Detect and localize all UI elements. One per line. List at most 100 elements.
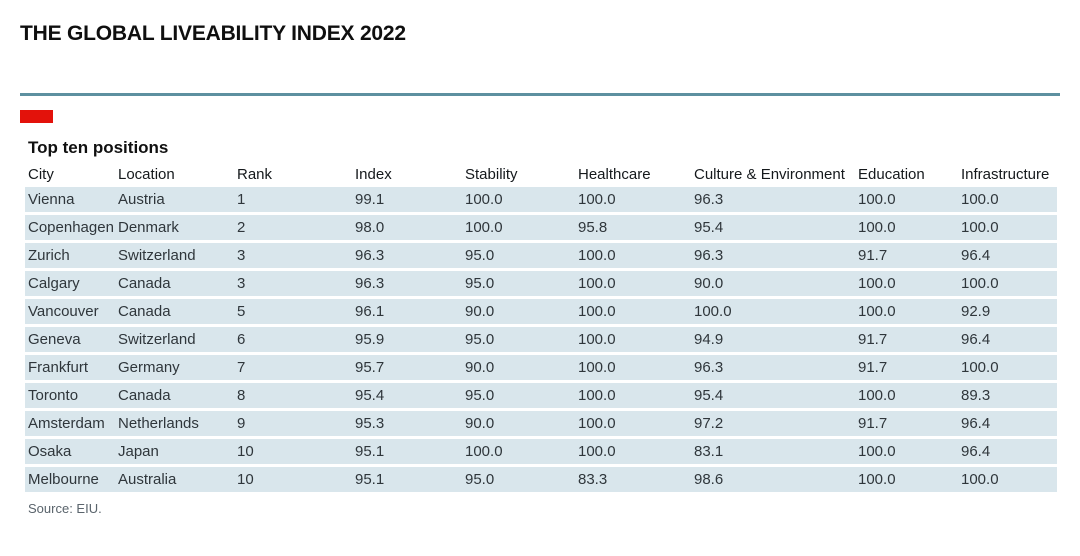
table-row: Osaka Japan 10 95.1 100.0 100.0 83.1 100.0 96.4 [25,439,1057,464]
table-row: Frankfurt Germany 7 95.7 90.0 100.0 96.3 91.7 10… [25,355,1057,380]
table-cell-city: Osaka [25,439,115,464]
table-cell-city: Copenhagen [25,215,115,240]
table-cell-rank: 7 [234,355,352,380]
table-cell-healthcare: 100.0 [575,327,691,352]
column-header-infrastructure: Infrastructure [958,164,1057,184]
table-cell-education: 91.7 [855,355,958,380]
table-cell-infrastructure: 96.4 [958,411,1057,436]
table-cell-infrastructure: 96.4 [958,439,1057,464]
table-cell-location: Switzerland [115,327,234,352]
table-cell-rank: 6 [234,327,352,352]
table-cell-culture-environment: 97.2 [691,411,855,436]
table-cell-education: 100.0 [855,383,958,408]
table-cell-healthcare: 100.0 [575,439,691,464]
table-cell-stability: 95.0 [462,327,575,352]
table-cell-stability: 90.0 [462,411,575,436]
table-row: Melbourne Australia 10 95.1 95.0 83.3 98.6 100.… [25,467,1057,492]
table-cell-stability: 100.0 [462,439,575,464]
table-cell-rank: 1 [234,187,352,212]
table-subtitle: Top ten positions [28,138,169,157]
table-cell-city: Calgary [25,271,115,296]
table-cell-infrastructure: 100.0 [958,271,1057,296]
table-cell-healthcare: 100.0 [575,243,691,268]
table-cell-stability: 100.0 [462,187,575,212]
table-cell-culture-environment: 94.9 [691,327,855,352]
table-header-row: City Location Rank Index Stability Healthcare… [25,164,1057,184]
table-cell-location: Netherlands [115,411,234,436]
table-cell-city: Melbourne [25,467,115,492]
table-cell-culture-environment: 96.3 [691,243,855,268]
column-header-index: Index [352,164,462,184]
table-row: Copenhagen Denmark 2 98.0 100.0 95.8 95.4 100.0… [25,215,1057,240]
table-cell-education: 91.7 [855,243,958,268]
table-cell-location: Denmark [115,215,234,240]
table-cell-education: 100.0 [855,187,958,212]
table-cell-index: 98.0 [352,215,462,240]
page-title: THE GLOBAL LIVEABILITY INDEX 2022 [20,22,406,45]
table-row: Vancouver Canada 5 96.1 90.0 100.0 100.0 100.0 9… [25,299,1057,324]
table-cell-infrastructure: 100.0 [958,467,1057,492]
table-cell-stability: 90.0 [462,299,575,324]
table-cell-culture-environment: 96.3 [691,187,855,212]
table-cell-education: 91.7 [855,327,958,352]
table-row: Amsterdam Netherlands 9 95.3 90.0 100.0 97.2 91… [25,411,1057,436]
table-cell-index: 95.9 [352,327,462,352]
table-cell-location: Canada [115,299,234,324]
table-cell-rank: 2 [234,215,352,240]
table-cell-infrastructure: 92.9 [958,299,1057,324]
table-cell-index: 96.3 [352,243,462,268]
table-cell-location: Australia [115,467,234,492]
title-rule-divider [20,93,1060,96]
table-cell-stability: 95.0 [462,383,575,408]
table-cell-stability: 90.0 [462,355,575,380]
red-accent-tag-icon [20,110,53,123]
table-cell-stability: 95.0 [462,243,575,268]
table-cell-index: 95.4 [352,383,462,408]
liveability-table: City Location Rank Index Stability Healthcare… [25,161,1057,495]
table-cell-city: Vienna [25,187,115,212]
table-cell-index: 96.3 [352,271,462,296]
table-cell-city: Geneva [25,327,115,352]
table-cell-index: 95.7 [352,355,462,380]
table-cell-location: Germany [115,355,234,380]
table-cell-infrastructure: 89.3 [958,383,1057,408]
table-row: Toronto Canada 8 95.4 95.0 100.0 95.4 100.0 89.3 [25,383,1057,408]
table-cell-location: Japan [115,439,234,464]
table-cell-rank: 10 [234,439,352,464]
table-cell-city: Amsterdam [25,411,115,436]
column-header-stability: Stability [462,164,575,184]
column-header-culture-environment: Culture & Environment [691,164,855,184]
table-body: Vienna Austria 1 99.1 100.0 100.0 96.3 100.0 100… [25,187,1057,492]
table-cell-healthcare: 100.0 [575,411,691,436]
table-header-row: City Location Rank Index Stability Healthcare… [25,164,1057,184]
table-cell-culture-environment: 98.6 [691,467,855,492]
table-cell-infrastructure: 100.0 [958,215,1057,240]
table-cell-healthcare: 100.0 [575,271,691,296]
table-row: Calgary Canada 3 96.3 95.0 100.0 90.0 100.0 100.… [25,271,1057,296]
table-cell-infrastructure: 96.4 [958,327,1057,352]
table-cell-education: 100.0 [855,467,958,492]
table-cell-rank: 8 [234,383,352,408]
table-cell-healthcare: 83.3 [575,467,691,492]
source-note: Source: EIU. [28,501,102,516]
table-cell-education: 91.7 [855,411,958,436]
table-cell-healthcare: 100.0 [575,355,691,380]
table-cell-location: Austria [115,187,234,212]
table-cell-infrastructure: 96.4 [958,243,1057,268]
table-cell-city: Vancouver [25,299,115,324]
table-cell-rank: 9 [234,411,352,436]
table-cell-healthcare: 100.0 [575,383,691,408]
table-cell-location: Canada [115,271,234,296]
table-cell-location: Canada [115,383,234,408]
table-cell-healthcare: 100.0 [575,299,691,324]
table-cell-stability: 100.0 [462,215,575,240]
column-header-location: Location [115,164,234,184]
table-row: Zurich Switzerland 3 96.3 95.0 100.0 96.3 91.7 9… [25,243,1057,268]
table-cell-education: 100.0 [855,299,958,324]
table-cell-city: Toronto [25,383,115,408]
column-header-city: City [25,164,115,184]
table-cell-culture-environment: 95.4 [691,215,855,240]
table-cell-education: 100.0 [855,215,958,240]
table-cell-rank: 10 [234,467,352,492]
table-cell-culture-environment: 100.0 [691,299,855,324]
